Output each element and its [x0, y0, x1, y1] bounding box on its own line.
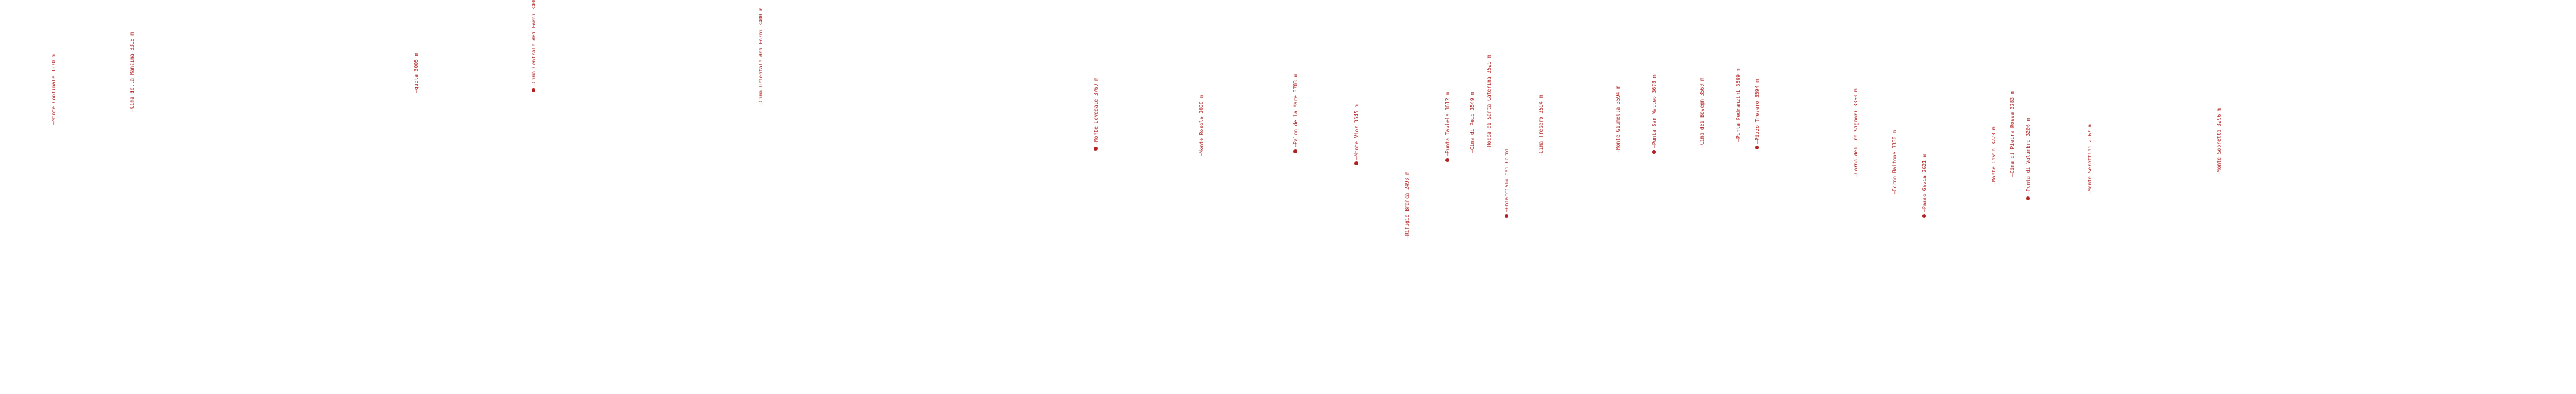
peak-label: —Monte Confinale 3370 m	[51, 54, 57, 125]
peak-marker[interactable]: —Punta San Matteo 3678 m	[1651, 74, 1657, 154]
peak-label: —Cima Tresero 3594 m	[1538, 95, 1544, 156]
peak-marker[interactable]: —Cima dei Bovegn 3560 m	[1699, 78, 1705, 148]
peak-label: —Palon de la Mare 3703 m	[1293, 74, 1298, 147]
peak-marker[interactable]: —Cima Orientale dei Forni 3400 m	[758, 8, 764, 105]
peak-label: —Corno dei Tre Signori 3360 m	[1853, 88, 1859, 177]
peak-marker[interactable]: —Palon de la Mare 3703 m	[1293, 74, 1298, 153]
peak-dot-icon	[1445, 158, 1449, 162]
peak-marker[interactable]: —Punta Taviela 3612 m	[1445, 92, 1450, 162]
peak-label: —Monte Vioz 3645 m	[1354, 104, 1360, 160]
peak-marker[interactable]: —Monte Sobretta 3296 m	[2216, 108, 2222, 175]
peak-label: —Punta Taviela 3612 m	[1445, 92, 1450, 156]
peak-dot-icon	[532, 88, 535, 92]
peak-dot-icon	[1652, 150, 1656, 154]
peak-marker[interactable]: —Punta Pedranzini 3599 m	[1735, 68, 1741, 142]
peak-label: —Cima di Peio 3549 m	[1470, 92, 1475, 153]
peak-marker[interactable]: —Pizzo Tresero 3594 m	[1754, 79, 1760, 149]
peak-marker[interactable]: —Corno Baitone 3330 m	[1892, 130, 1898, 194]
peak-label: —Pizzo Tresero 3594 m	[1754, 79, 1760, 144]
peak-marker[interactable]: —Monte Vioz 3645 m	[1354, 104, 1360, 165]
peak-marker[interactable]: —quota 3005 m	[413, 53, 419, 93]
peak-marker[interactable]: —Punta di Valumbra 3206 m	[2025, 118, 2031, 200]
peak-label: —Corno Baitone 3330 m	[1892, 130, 1898, 194]
peak-dot-icon	[1094, 147, 1098, 151]
peak-marker[interactable]: —Monte Confinale 3370 m	[51, 54, 57, 125]
peak-marker[interactable]: —Monte Rosole 3036 m	[1199, 95, 1204, 156]
peak-dot-icon	[1922, 214, 1926, 218]
peak-label: —Monte Gavia 3223 m	[1991, 126, 1997, 185]
peak-marker[interactable]: —Cima della Manzina 3318 m	[129, 32, 135, 112]
peak-label: —Rocca di Santa Caterina 3529 m	[1486, 55, 1492, 150]
peak-label: —Cima Orientale dei Forni 3400 m	[758, 8, 764, 105]
peak-marker[interactable]: —Cima Tresero 3594 m	[1538, 95, 1544, 156]
peak-label: —Cima della Manzina 3318 m	[129, 32, 135, 112]
peak-dot-icon	[1755, 146, 1759, 149]
peak-label: —Monte Serottini 2967 m	[2087, 124, 2093, 194]
peak-dot-icon	[1354, 161, 1358, 165]
peak-label: —Passo Gavia 2621 m	[1922, 154, 1927, 212]
peak-label: —Cima di Pietra Rossa 3283 m	[2009, 91, 2015, 177]
peak-marker[interactable]: —Cima di Pietra Rossa 3283 m	[2009, 91, 2015, 177]
peak-label: —quota 3005 m	[413, 53, 419, 93]
peak-label: —Monte Cevedale 3769 m	[1093, 78, 1099, 145]
peak-label: —Punta di Valumbra 3206 m	[2025, 118, 2031, 194]
peak-marker[interactable]: —Monte Cevedale 3769 m	[1093, 78, 1099, 151]
peak-label: —Monte Sobretta 3296 m	[2216, 108, 2222, 175]
peak-marker[interactable]: —Passo Gavia 2621 m	[1922, 154, 1927, 218]
peak-marker[interactable]: —Monte Serottini 2967 m	[2087, 124, 2093, 194]
peak-label: —Ghiacciaio dei Forni	[1504, 148, 1510, 212]
peak-label: —Punta Pedranzini 3599 m	[1735, 68, 1741, 142]
peak-marker[interactable]: —Rocca di Santa Caterina 3529 m	[1486, 55, 1492, 150]
peak-marker[interactable]: —Corno dei Tre Signori 3360 m	[1853, 88, 1859, 177]
peak-label: —Punta San Matteo 3678 m	[1651, 74, 1657, 148]
peak-marker[interactable]: —Monte Giumella 3594 m	[1615, 86, 1621, 153]
peak-marker[interactable]: —Ghiacciaio dei Forni	[1504, 148, 1510, 218]
peak-marker[interactable]: —Cima di Peio 3549 m	[1470, 92, 1475, 153]
peak-marker[interactable]: —Cima Centrale dei Forni 3400 m	[531, 0, 537, 92]
peak-label: —Cima Centrale dei Forni 3400 m	[531, 0, 537, 86]
peak-marker[interactable]: —Monte Gavia 3223 m	[1991, 126, 1997, 185]
peak-label: —Monte Rosole 3036 m	[1199, 95, 1204, 156]
peak-label: —Monte Giumella 3594 m	[1615, 86, 1621, 153]
peak-dot-icon	[1505, 214, 1508, 218]
peak-label: —Cima dei Bovegn 3560 m	[1699, 78, 1705, 148]
peak-marker[interactable]: —Rifugio Branca 2493 m	[1404, 172, 1410, 239]
peak-dot-icon	[1293, 149, 1297, 153]
peak-dot-icon	[2026, 196, 2030, 200]
peak-label: —Rifugio Branca 2493 m	[1404, 172, 1410, 239]
